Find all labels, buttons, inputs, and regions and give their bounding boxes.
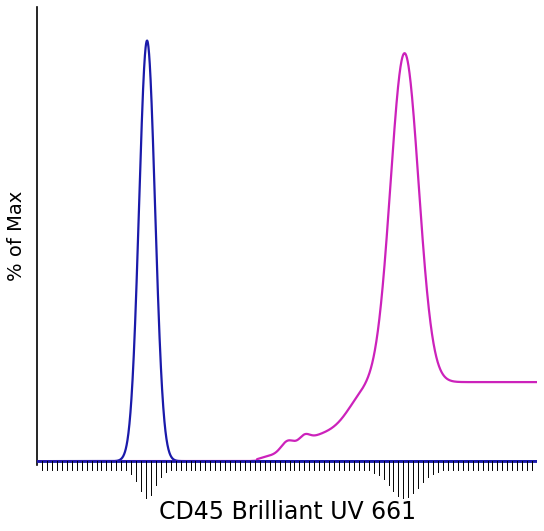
Y-axis label: % of Max: % of Max bbox=[7, 191, 26, 281]
X-axis label: CD45 Brilliant UV 661: CD45 Brilliant UV 661 bbox=[158, 500, 416, 524]
